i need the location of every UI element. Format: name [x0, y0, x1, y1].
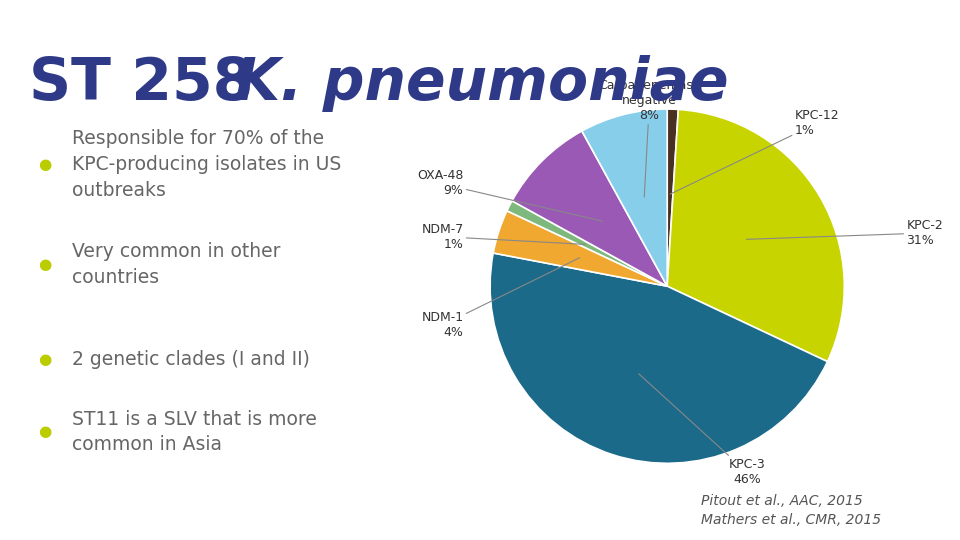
Text: ●: ●	[38, 424, 52, 440]
Text: NDM-1
4%: NDM-1 4%	[421, 258, 580, 339]
Wedge shape	[667, 110, 844, 362]
Text: Very common in other
countries: Very common in other countries	[72, 242, 280, 287]
Text: NDM-7
1%: NDM-7 1%	[421, 222, 586, 251]
Text: Responsible for 70% of the
KPC-producing isolates in US
outbreaks: Responsible for 70% of the KPC-producing…	[72, 130, 341, 200]
Text: OXA-48
9%: OXA-48 9%	[418, 170, 602, 221]
Text: Pitout et al., AAC, 2015
Mathers et al., CMR, 2015: Pitout et al., AAC, 2015 Mathers et al.,…	[701, 494, 881, 527]
Wedge shape	[507, 201, 667, 286]
Text: 2 genetic clades (I and II): 2 genetic clades (I and II)	[72, 349, 310, 369]
Wedge shape	[512, 131, 667, 286]
Text: Carbapenemase
negative
8%: Carbapenemase negative 8%	[598, 79, 701, 197]
Wedge shape	[582, 109, 667, 286]
Text: KPC-2
31%: KPC-2 31%	[747, 219, 943, 247]
Text: K. pneumoniae: K. pneumoniae	[235, 55, 729, 112]
Wedge shape	[491, 253, 828, 463]
Text: ●: ●	[38, 257, 52, 272]
Text: ●: ●	[38, 157, 52, 172]
Text: ●: ●	[38, 352, 52, 367]
Wedge shape	[493, 211, 667, 286]
Text: KPC-3
46%: KPC-3 46%	[638, 374, 765, 486]
Text: KPC-12
1%: KPC-12 1%	[670, 109, 839, 194]
Text: ST11 is a SLV that is more
common in Asia: ST11 is a SLV that is more common in Asi…	[72, 410, 317, 454]
Wedge shape	[667, 109, 679, 286]
Text: ST 258: ST 258	[29, 55, 274, 112]
